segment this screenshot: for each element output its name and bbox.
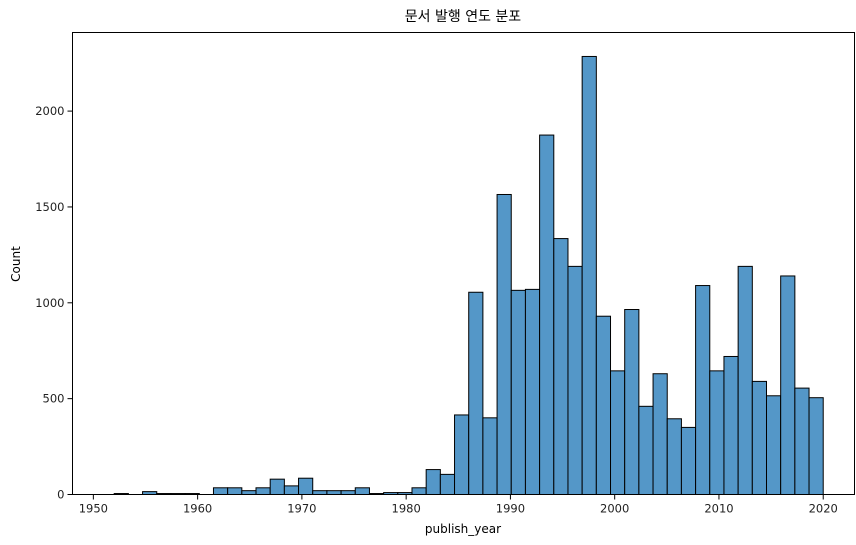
histogram-bar: [510, 289, 526, 495]
histogram-bar: [610, 370, 626, 495]
histogram-bar: [709, 370, 725, 495]
histogram-bar: [482, 417, 498, 495]
x-tick-label: 2020: [809, 502, 838, 516]
histogram-bar: [212, 487, 229, 496]
histogram-bar: [241, 490, 257, 496]
x-axis-label: publish_year: [425, 522, 501, 536]
x-tick-label: 2000: [600, 502, 629, 516]
histogram-bar: [780, 275, 796, 495]
chart-title: 문서 발행 연도 분포: [405, 9, 522, 25]
histogram-bar: [312, 490, 328, 496]
histogram-bar: [581, 55, 597, 496]
histogram-bar: [666, 418, 682, 496]
y-axis: 0 500 1000 1500 2000: [35, 104, 73, 502]
y-tick-label: 2000: [35, 104, 64, 118]
histogram-bar: [255, 487, 271, 496]
histogram-bar: [638, 405, 654, 495]
y-tick-label: 0: [57, 488, 64, 502]
histogram-bar: [695, 285, 711, 496]
y-tick-label: 1500: [35, 200, 64, 214]
histogram-bar: [283, 485, 300, 495]
histogram-bar: [553, 238, 569, 495]
x-tick-label: 1990: [496, 502, 525, 516]
histogram-bar: [737, 265, 753, 495]
histogram-bar: [340, 490, 356, 496]
y-tick-label: 1000: [35, 296, 64, 310]
y-axis-label: Count: [9, 246, 23, 282]
histogram-bar: [765, 395, 782, 496]
x-tick-label: 1970: [287, 502, 316, 516]
x-axis: 1950 1960 1970 1980 1990 2000 2010 2020: [79, 494, 838, 516]
histogram-bar: [227, 487, 243, 496]
histogram-bar: [808, 397, 824, 495]
histogram-bar: [524, 288, 541, 495]
histogram-bar: [425, 469, 441, 495]
histogram-bar: [269, 478, 285, 496]
histogram-bar: [751, 380, 767, 496]
x-tick-label: 1950: [79, 502, 108, 516]
histogram-bar: [539, 134, 555, 495]
histogram-bar: [411, 487, 427, 496]
bars-group: [113, 55, 824, 496]
histogram-bar: [680, 426, 697, 496]
histogram-bar: [326, 490, 342, 496]
x-tick-label: 1980: [392, 502, 421, 516]
histogram-bar: [439, 473, 456, 495]
histogram-bar: [652, 373, 668, 495]
histogram-bar: [723, 355, 739, 495]
histogram-bar: [454, 414, 470, 495]
plot-frame: [72, 32, 855, 495]
histogram-bar: [595, 315, 612, 495]
histogram-bar: [624, 309, 640, 495]
histogram-bar: [567, 265, 583, 495]
histogram-bar: [794, 387, 810, 495]
x-tick-label: 2010: [704, 502, 733, 516]
y-tick-label: 500: [43, 392, 65, 406]
histogram-bar: [468, 291, 484, 495]
histogram-bar: [298, 477, 314, 495]
histogram-bar: [496, 193, 512, 495]
histogram-bar: [354, 487, 370, 496]
x-tick-label: 1960: [183, 502, 212, 516]
